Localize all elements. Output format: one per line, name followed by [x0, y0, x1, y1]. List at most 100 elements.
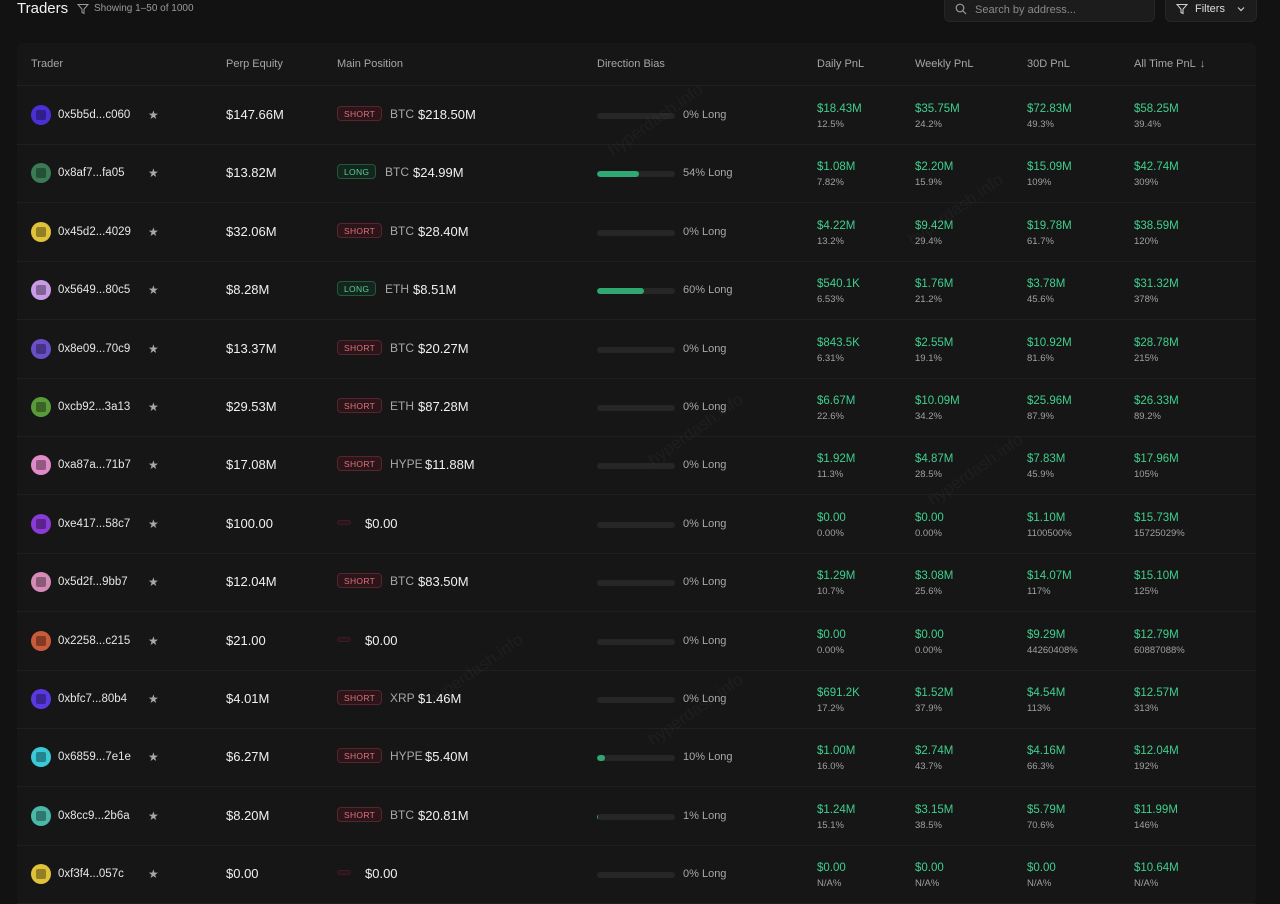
position-side-badge: SHORT	[337, 806, 383, 822]
daily-pnl-percent: 13.2%	[817, 235, 844, 247]
position-side-badge: SHORT	[337, 398, 383, 413]
weekly-pnl-percent: 21.2%	[915, 294, 942, 306]
star-icon[interactable]: ★	[148, 867, 159, 882]
star-icon[interactable]: ★	[148, 575, 159, 590]
daily-pnl-value: $6.67M	[817, 395, 856, 407]
star-icon[interactable]: ★	[148, 400, 159, 414]
trader-address[interactable]: 0x8e09...70c9	[58, 342, 131, 355]
position-asset: BTC	[390, 340, 414, 355]
trader-address[interactable]: 0x5649...80c5	[58, 284, 131, 297]
star-icon[interactable]: ★	[148, 692, 159, 706]
perp-equity: $17.08M	[226, 457, 277, 473]
star-icon[interactable]: ★	[148, 224, 159, 239]
direction-bias-label: 0% Long	[683, 109, 727, 121]
table-row[interactable]: 0x8e09...70c9 ★ $13.37M SHORT BTC $20.27M 0% L…	[17, 320, 1256, 379]
table-row[interactable]: 0xf3f4...057c ★ $0.00 $0.00 0% Long $0.00 N/A%…	[17, 845, 1256, 904]
col-30d-pnl[interactable]: 30D PnL	[1027, 58, 1070, 70]
table-row[interactable]: 0xa87a...71b7 ★ $17.08M SHORT HYPE $11.88M 0% …	[17, 436, 1256, 496]
trader-address[interactable]: 0x8cc9...2b6a	[58, 809, 130, 822]
filters-button[interactable]: Filters	[1165, 0, 1257, 22]
star-icon[interactable]: ★	[148, 283, 159, 298]
star-icon[interactable]: ★	[148, 516, 159, 531]
col-trader[interactable]: Trader	[31, 58, 63, 70]
star-icon[interactable]: ★	[148, 458, 159, 473]
monthly-pnl-value: $72.83M	[1027, 103, 1072, 115]
table-row[interactable]: 0x8cc9...2b6a ★ $8.20M SHORT BTC $20.81M 1% Lo…	[17, 787, 1256, 846]
col-weekly-pnl[interactable]: Weekly PnL	[915, 58, 974, 70]
col-main-position[interactable]: Main Position	[337, 58, 404, 70]
alltime-pnl-percent: 120%	[1134, 235, 1159, 247]
search-input[interactable]	[973, 1, 1152, 19]
direction-bias-bar	[597, 405, 675, 411]
monthly-pnl-value: $4.16M	[1027, 745, 1066, 758]
weekly-pnl-value: $0.00	[915, 511, 944, 524]
monthly-pnl-value: $0.00	[1027, 862, 1056, 875]
trader-address[interactable]: 0x2258...c215	[58, 634, 131, 647]
monthly-pnl-percent: N/A%	[1027, 878, 1052, 890]
weekly-pnl-value: $9.42M	[915, 219, 954, 232]
trader-address[interactable]: 0x5b5d...c060	[58, 109, 131, 121]
weekly-pnl-value: $10.09M	[915, 395, 960, 407]
table-row[interactable]: 0x8af7...fa05 ★ $13.82M LONG BTC $24.99M 54% L…	[17, 144, 1256, 204]
monthly-pnl-value: $4.54M	[1027, 687, 1066, 699]
search-box[interactable]	[944, 0, 1155, 22]
table-row[interactable]: 0x2258...c215 ★ $21.00 $0.00 0% Long $0.00 0.0…	[17, 612, 1256, 671]
daily-pnl-percent: 7.82%	[817, 177, 844, 189]
monthly-pnl-percent: 45.9%	[1027, 469, 1054, 481]
table-row[interactable]: 0x5d2f...9bb7 ★ $12.04M SHORT BTC $83.50M 0% L…	[17, 553, 1256, 613]
alltime-pnl-value: $15.10M	[1134, 570, 1179, 583]
daily-pnl-percent: 11.3%	[817, 469, 844, 481]
col-perp-equity[interactable]: Perp Equity	[226, 58, 283, 70]
weekly-pnl-value: $3.08M	[915, 570, 954, 583]
table-row[interactable]: 0x5b5d...c060 ★ $147.66M SHORT BTC $218.50M 0%…	[17, 86, 1256, 145]
table-row[interactable]: 0x6859...7e1e ★ $6.27M SHORT HYPE $5.40M 10% L…	[17, 728, 1256, 788]
star-icon[interactable]: ★	[148, 633, 159, 648]
col-direction-bias[interactable]: Direction Bias	[597, 58, 665, 70]
direction-bias-bar	[597, 813, 675, 820]
trader-address[interactable]: 0xe417...58c7	[58, 517, 131, 530]
star-icon[interactable]: ★	[148, 808, 159, 823]
trader-address[interactable]: 0xcb92...3a13	[58, 401, 131, 413]
table-row[interactable]: 0xe417...58c7 ★ $100.00 $0.00 0% Long $0.00 0.…	[17, 495, 1256, 554]
weekly-pnl-percent: N/A%	[915, 878, 940, 890]
filters-label: Filters	[1195, 3, 1225, 15]
weekly-pnl-percent: 0.00%	[915, 644, 942, 656]
table-row[interactable]: 0xcb92...3a13 ★ $29.53M SHORT ETH $87.28M 0% L…	[17, 378, 1256, 437]
col-daily-pnl[interactable]: Daily PnL	[817, 58, 865, 70]
alltime-pnl-value: $38.59M	[1134, 219, 1179, 232]
daily-pnl-value: $691.2K	[817, 687, 860, 699]
weekly-pnl-value: $1.52M	[915, 687, 954, 699]
daily-pnl-percent: 0.00%	[817, 644, 844, 656]
table-row[interactable]: 0x5649...80c5 ★ $8.28M LONG ETH $8.51M 60% Lon…	[17, 261, 1256, 321]
monthly-pnl-value: $3.78M	[1027, 278, 1066, 291]
position-size: $0.00	[365, 632, 398, 648]
star-icon[interactable]: ★	[148, 166, 159, 181]
filter-icon	[77, 4, 89, 15]
table-row[interactable]: 0xbfc7...80b4 ★ $4.01M SHORT XRP $1.46M 0% Lon…	[17, 670, 1256, 729]
trader-address[interactable]: 0x8af7...fa05	[58, 167, 125, 180]
monthly-pnl-percent: 45.6%	[1027, 294, 1054, 306]
trader-address[interactable]: 0xa87a...71b7	[58, 459, 131, 472]
daily-pnl-percent: 6.31%	[817, 352, 844, 364]
monthly-pnl-value: $25.96M	[1027, 395, 1072, 407]
position-side-badge: LONG	[337, 281, 377, 297]
direction-bias-label: 0% Long	[683, 342, 727, 355]
alltime-pnl-percent: 89.2%	[1134, 411, 1161, 422]
perp-equity: $8.20M	[226, 807, 270, 823]
col-all-time-pnl[interactable]: All Time PnL ↓	[1134, 58, 1205, 70]
trader-address[interactable]: 0xbfc7...80b4	[58, 693, 128, 705]
position-side-badge: SHORT	[337, 222, 383, 238]
monthly-pnl-percent: 109%	[1027, 177, 1052, 189]
direction-bias-label: 10% Long	[683, 751, 733, 764]
monthly-pnl-percent: 49.3%	[1027, 119, 1054, 130]
star-icon[interactable]: ★	[148, 750, 159, 765]
alltime-pnl-percent: 146%	[1134, 819, 1159, 831]
trader-address[interactable]: 0x5d2f...9bb7	[58, 576, 128, 589]
weekly-pnl-value: $1.76M	[915, 278, 954, 291]
star-icon[interactable]: ★	[148, 341, 159, 356]
trader-address[interactable]: 0xf3f4...057c	[58, 868, 124, 881]
trader-address[interactable]: 0x45d2...4029	[58, 225, 131, 238]
table-row[interactable]: 0x45d2...4029 ★ $32.06M SHORT BTC $28.40M 0% L…	[17, 203, 1256, 262]
trader-address[interactable]: 0x6859...7e1e	[58, 751, 131, 764]
star-icon[interactable]: ★	[148, 108, 159, 122]
